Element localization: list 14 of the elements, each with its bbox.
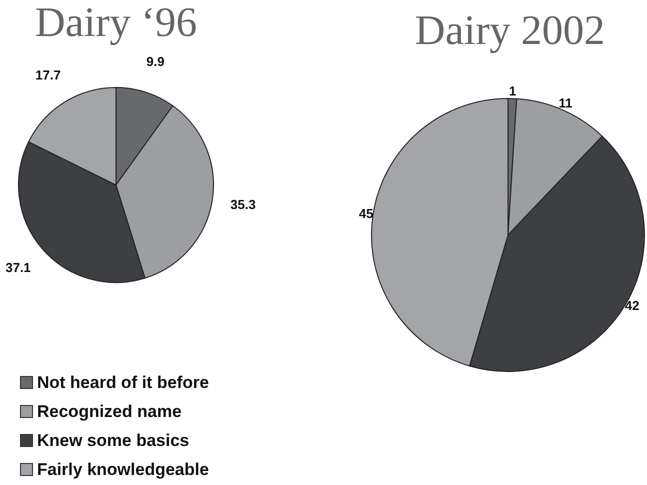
- legend-label: Knew some basics: [37, 430, 190, 450]
- chart-title: Dairy 2002: [414, 8, 606, 54]
- data-label: 42: [624, 298, 640, 314]
- data-label: 11: [558, 95, 572, 110]
- data-label: 9.9: [146, 54, 164, 70]
- data-label: 45: [358, 206, 374, 222]
- legend-label: Recognized name: [37, 402, 182, 422]
- data-label: 35.3: [230, 197, 256, 212]
- data-label: 1: [508, 83, 516, 98]
- legend-label: Not heard of it before: [37, 372, 209, 392]
- chart-title: Dairy ‘96: [34, 0, 198, 46]
- data-label: 17.7: [35, 67, 61, 82]
- legend-label: Fairly knowledgeable: [37, 460, 209, 480]
- data-label: 37.1: [5, 260, 31, 276]
